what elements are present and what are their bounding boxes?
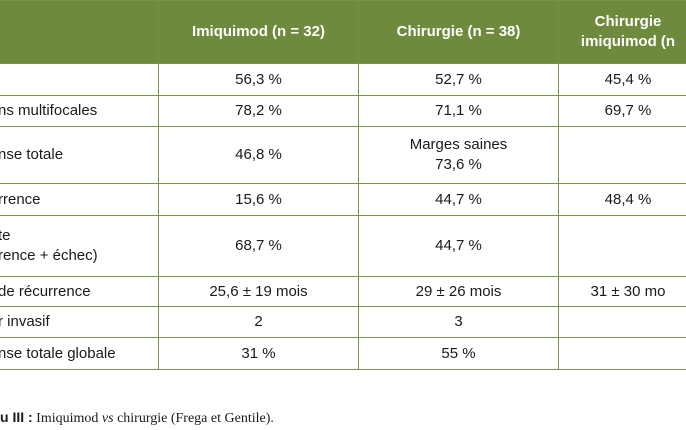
row-label: rrence [0,183,159,216]
row-label-line-2: rence + échec) [0,247,98,264]
caption-text-1: Imiquimod [32,411,102,426]
table-row: rrence 15,6 % 44,7 % 48,4 % [0,183,686,216]
cell-line-1: Marges saines [409,136,508,153]
header-cell-imiquimod: Imiquimod (n = 32) [158,0,359,64]
table-row: ns multifocales 78,2 % 71,1 % 69,7 % [0,95,686,127]
table-row: te rence + échec) 68,7 % 44,7 % [0,215,686,277]
cell-imiquimod: 25,6 ± 19 mois [158,276,359,307]
cell-combined [558,126,686,184]
comparison-table: Imiquimod (n = 32) Chirurgie (n = 38) Ch… [0,0,686,370]
table-caption: u III : Imiquimod vs chirurgie (Frega et… [0,409,274,427]
cell-chirurgie: 55 % [358,337,559,370]
caption-italic: vs [101,411,114,426]
header-cell-chirurgie-imiquimod: Chirurgie imiquimod (n [558,0,686,64]
cell-line-2: 73,6 % [435,156,482,173]
cell-combined: 69,7 % [558,95,686,127]
row-label-line-1: te [0,227,11,244]
cell-imiquimod: 46,8 % [158,126,359,184]
header-line-1: Chirurgie [594,13,662,30]
cell-chirurgie: 29 ± 26 mois [358,276,559,307]
cell-imiquimod: 2 [158,306,359,338]
header-cell-chirurgie: Chirurgie (n = 38) [358,0,559,64]
table-row: 56,3 % 52,7 % 45,4 % [0,63,686,96]
header-line-2: imiquimod (n [580,33,676,50]
header-cell-empty [0,0,159,64]
cell-imiquimod: 15,6 % [158,183,359,216]
cell-combined: 45,4 % [558,63,686,96]
row-label: ns multifocales [0,95,159,127]
table-row: nse totale globale 31 % 55 % [0,337,686,370]
caption-lead: u III : [0,409,33,425]
cell-imiquimod: 78,2 % [158,95,359,127]
cell-combined [558,306,686,338]
cell-combined: 31 ± 30 mo [558,276,686,307]
cell-imiquimod: 68,7 % [158,215,359,277]
cell-combined: 48,4 % [558,183,686,216]
comparison-table-container: Imiquimod (n = 32) Chirurgie (n = 38) Ch… [0,0,686,370]
cell-chirurgie: 71,1 % [358,95,559,127]
cell-combined [558,215,686,277]
row-label: te rence + échec) [0,215,159,277]
row-label: r invasif [0,306,159,338]
cell-chirurgie: 52,7 % [358,63,559,96]
table-header-row: Imiquimod (n = 32) Chirurgie (n = 38) Ch… [0,0,686,64]
row-label: de récurrence [0,276,159,307]
cell-imiquimod: 31 % [158,337,359,370]
cell-chirurgie: 3 [358,306,559,338]
row-label [0,63,159,96]
table-row: nse totale 46,8 % Marges saines 73,6 % [0,126,686,184]
cell-imiquimod: 56,3 % [158,63,359,96]
table-row: de récurrence 25,6 ± 19 mois 29 ± 26 moi… [0,276,686,307]
cell-chirurgie: Marges saines 73,6 % [358,126,559,184]
caption-text-2: chirurgie (Frega et Gentile). [113,411,274,426]
cell-chirurgie: 44,7 % [358,215,559,277]
table-row: r invasif 2 3 [0,306,686,338]
cell-chirurgie: 44,7 % [358,183,559,216]
row-label: nse totale [0,126,159,184]
cell-combined [558,337,686,370]
row-label: nse totale globale [0,337,159,370]
